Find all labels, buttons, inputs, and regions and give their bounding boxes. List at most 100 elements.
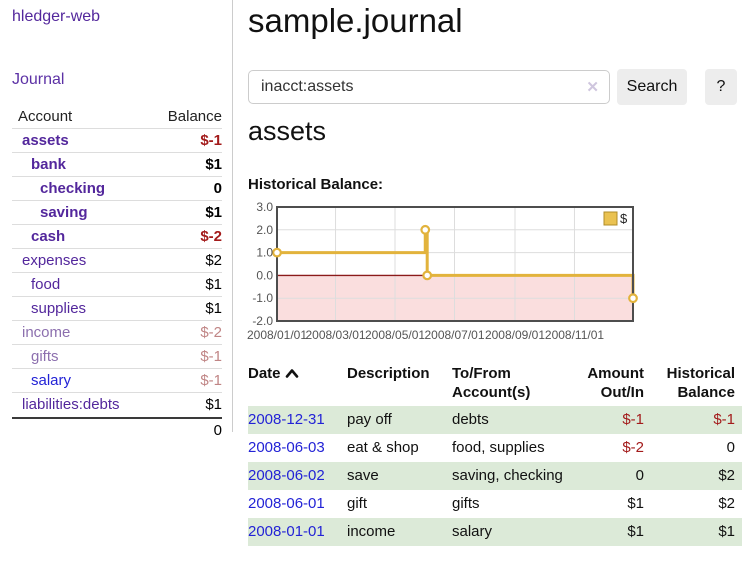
description-column-header: Description [347,365,430,382]
account-balance: $1 [205,276,222,293]
svg-text:2.0: 2.0 [256,223,273,237]
date-column-header[interactable]: Date [248,364,347,384]
sidebar-account-gifts[interactable]: gifts [31,348,59,365]
sidebar-account-bank[interactable]: bank [31,156,67,173]
svg-text:3.0: 3.0 [256,200,273,214]
sidebar-account-expenses[interactable]: expenses [22,252,87,269]
sidebar-account-saving[interactable]: saving [40,204,88,221]
main-content: sample.journal ✕ Search ? assets Histori… [247,0,742,582]
tofrom-header-line2: Account(s) [452,384,531,401]
transaction-balance: $2 [718,495,735,512]
account-balance: $-1 [200,348,222,365]
transaction-description: eat & shop [347,439,419,456]
account-balance: $-1 [200,132,222,149]
account-balance: $-1 [200,372,222,389]
app-title-link[interactable]: hledger-web [12,8,101,25]
date-header-label: Date [248,365,281,382]
transaction-balance: $1 [718,523,735,540]
amount-column-header: Amount Out/In [569,364,644,402]
svg-text:2008/11/01: 2008/11/01 [545,328,604,342]
svg-text:2008/09/01: 2008/09/01 [485,328,545,342]
sidebar-account-assets[interactable]: assets [22,132,69,149]
account-row: bank $1 [12,153,222,177]
account-balance: 0 [213,180,222,197]
balance-column-header: Historical Balance [644,364,742,402]
account-row: gifts $-1 [12,345,222,369]
page-title: sample.journal [248,2,463,39]
tofrom-column-header: To/From Account(s) [452,364,569,402]
table-row: 2008-06-03 eat & shop food, supplies $-2… [248,434,742,462]
account-row: expenses $2 [12,249,222,273]
transaction-accounts: gifts [452,495,480,512]
transaction-accounts: food, supplies [452,439,545,456]
account-row: income $-2 [12,321,222,345]
sidebar-account-income[interactable]: income [22,324,71,341]
svg-text:2008/03/01: 2008/03/01 [305,328,365,342]
sidebar-account-checking[interactable]: checking [40,180,106,197]
transaction-description: income [347,523,396,540]
transaction-date-link[interactable]: 2008-06-03 [248,439,325,456]
transaction-amount: $-2 [622,439,644,456]
svg-text:1.0: 1.0 [256,246,273,260]
transaction-date-link[interactable]: 2008-01-01 [248,523,325,540]
search-box: ✕ [248,70,610,104]
svg-text:2008/05/01: 2008/05/01 [365,328,425,342]
sidebar-account-food[interactable]: food [31,276,61,293]
account-balance: $1 [205,204,222,221]
svg-text:0.0: 0.0 [256,268,273,282]
account-row: salary $-1 [12,369,222,393]
accounts-table-header: Account Balance [12,105,222,129]
account-row: assets $-1 [12,129,222,153]
search-button[interactable]: Search [617,69,687,105]
accounts-table: Account Balance assets $-1 bank $1 check… [12,105,222,443]
transaction-description: pay off [347,411,392,428]
search-input[interactable] [249,71,609,103]
svg-text:2008/01/01: 2008/01/01 [247,328,307,342]
transaction-date-link[interactable]: 2008-12-31 [248,411,325,428]
account-row: food $1 [12,273,222,297]
account-heading: assets [248,116,327,146]
transaction-accounts: saving, checking [452,467,563,484]
sidebar-account-liabilities-debts[interactable]: liabilities:debts [22,396,120,413]
sidebar-item-journal[interactable]: Journal [12,71,65,88]
account-row: checking 0 [12,177,222,201]
account-row: supplies $1 [12,297,222,321]
transaction-balance: $2 [718,467,735,484]
account-row: cash $-2 [12,225,222,249]
balance-header-line2: Balance [677,384,735,401]
transaction-accounts: salary [452,523,493,540]
balance-header-line1: Historical [666,365,735,382]
sidebar-account-salary[interactable]: salary [31,372,72,389]
account-balance: $2 [205,252,222,269]
account-balance: $1 [205,396,222,413]
transaction-amount: $1 [627,523,644,540]
clear-search-icon[interactable]: ✕ [586,79,599,96]
amount-header-line1: Amount [587,365,644,382]
account-balance: $1 [205,156,222,173]
sidebar: hledger-web Journal Account Balance asse… [0,0,233,439]
table-row: 2008-06-01 gift gifts $1 $2 [248,490,742,518]
account-row: liabilities:debts $1 [12,393,222,417]
svg-text:-1.0: -1.0 [252,291,273,305]
amount-header-line2: Out/In [600,384,644,401]
sort-ascending-icon [285,365,299,384]
register-table: Date Description To/From Account(s) Amou… [248,362,742,546]
account-balance: $-2 [200,324,222,341]
tofrom-header-line1: To/From [452,365,511,382]
svg-text:2008/07/01: 2008/07/01 [424,328,484,342]
transaction-amount: 0 [635,467,644,484]
help-button[interactable]: ? [705,69,737,105]
table-row: 2008-06-02 save saving, checking 0 $2 [248,462,742,490]
transaction-balance: 0 [726,439,735,456]
register-header: Date Description To/From Account(s) Amou… [248,362,742,406]
search-bar: ✕ Search ? [248,69,742,105]
table-row: 2008-01-01 income salary $1 $1 [248,518,742,546]
transaction-date-link[interactable]: 2008-06-01 [248,495,325,512]
chart-title: Historical Balance: [248,176,384,193]
transaction-date-link[interactable]: 2008-06-02 [248,467,325,484]
transaction-balance: $-1 [713,411,735,428]
sidebar-account-cash[interactable]: cash [31,228,66,245]
svg-text:$: $ [620,211,628,226]
sidebar-account-supplies[interactable]: supplies [31,300,87,317]
account-column-header: Account [18,108,73,125]
